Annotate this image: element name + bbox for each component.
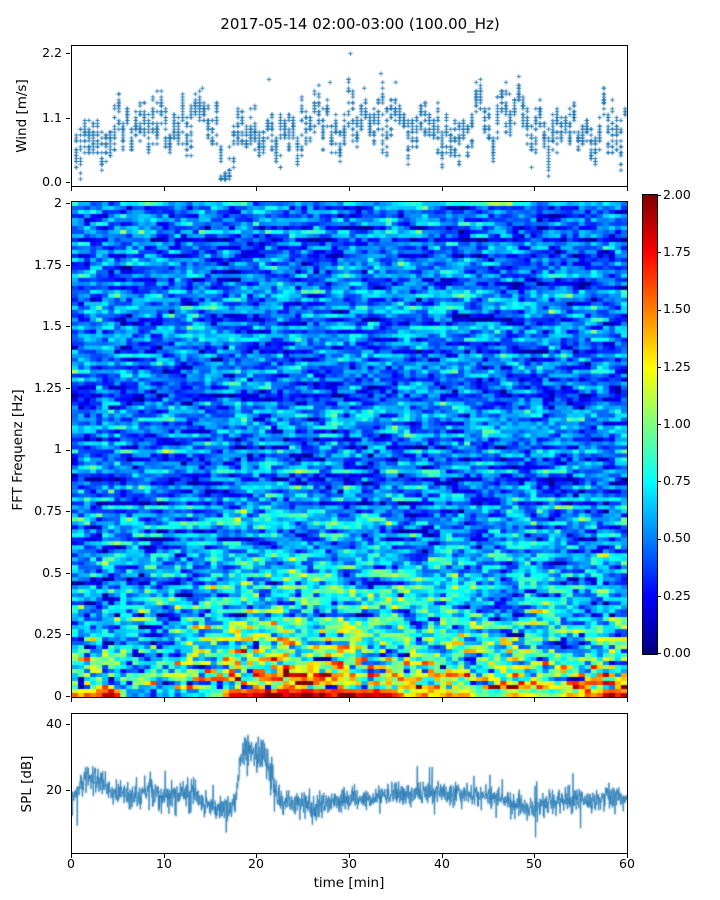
tick-mark <box>627 698 628 702</box>
colorbar-tick-label: 2.00 <box>663 187 691 202</box>
tick-mark <box>349 698 350 702</box>
colorbar-tick-label: 0.75 <box>663 473 691 488</box>
tick-mark <box>164 187 165 191</box>
spectrogram-ytick-label: 1 <box>54 441 62 456</box>
spectrogram-ytick-label: 0.5 <box>42 565 62 580</box>
tick-mark <box>658 252 661 253</box>
tick-mark <box>256 854 257 858</box>
tick-mark <box>534 187 535 191</box>
tick-mark <box>256 187 257 191</box>
spl-line-canvas <box>72 714 627 853</box>
tick-mark <box>658 481 661 482</box>
colorbar-tick-label: 0.00 <box>663 645 691 660</box>
x-tick-label: 40 <box>434 856 450 871</box>
colorbar-tick-label: 1.00 <box>663 416 691 431</box>
colorbar-tick-label: 1.25 <box>663 359 691 374</box>
tick-mark <box>66 265 70 266</box>
tick-mark <box>66 573 70 574</box>
colorbar-tick-label: 0.50 <box>663 530 691 545</box>
tick-mark <box>627 854 628 858</box>
tick-mark <box>349 187 350 191</box>
tick-mark <box>442 854 443 858</box>
spectrogram-ytick-label: 0.75 <box>34 503 62 518</box>
spectrogram-ytick-label: 1.25 <box>34 380 62 395</box>
x-tick-label: 10 <box>156 856 172 871</box>
x-tick-label: 0 <box>67 856 75 871</box>
tick-mark <box>164 698 165 702</box>
tick-mark <box>66 118 70 119</box>
tick-mark <box>658 424 661 425</box>
tick-mark <box>66 388 70 389</box>
wind-ytick-label: 0.0 <box>42 174 62 189</box>
x-axis-label: time [min] <box>313 875 385 891</box>
spectrogram-ytick-label: 1.75 <box>34 257 62 272</box>
wind-ytick-label: 2.2 <box>42 45 62 60</box>
tick-mark <box>66 326 70 327</box>
colorbar-tick-label: 1.75 <box>663 244 691 259</box>
tick-mark <box>658 653 661 654</box>
tick-mark <box>71 698 72 702</box>
plot-title: 2017-05-14 02:00-03:00 (100.00_Hz) <box>220 15 500 33</box>
tick-mark <box>256 698 257 702</box>
tick-mark <box>658 310 661 311</box>
tick-mark <box>658 539 661 540</box>
spectrogram-axes <box>71 201 628 698</box>
x-tick-label: 50 <box>526 856 542 871</box>
spectrogram-canvas <box>72 202 627 697</box>
spectrogram-ytick-label: 2 <box>54 195 62 210</box>
tick-mark <box>534 698 535 702</box>
tick-mark <box>442 187 443 191</box>
tick-mark <box>66 203 70 204</box>
spectrogram-ytick-label: 1.5 <box>42 318 62 333</box>
wind-scatter-canvas <box>72 46 627 186</box>
spl-ytick-label: 20 <box>46 782 62 797</box>
tick-mark <box>66 696 70 697</box>
tick-mark <box>66 724 70 725</box>
tick-mark <box>66 53 70 54</box>
tick-mark <box>66 450 70 451</box>
tick-mark <box>627 187 628 191</box>
x-tick-label: 30 <box>341 856 357 871</box>
wind-ytick-label: 1.1 <box>42 110 62 125</box>
spl-ytick-label: 40 <box>46 716 62 731</box>
tick-mark <box>534 854 535 858</box>
tick-mark <box>66 511 70 512</box>
colorbar-tick-label: 1.50 <box>663 301 691 316</box>
tick-mark <box>658 596 661 597</box>
tick-mark <box>66 182 70 183</box>
tick-mark <box>71 854 72 858</box>
tick-mark <box>442 698 443 702</box>
tick-mark <box>658 367 661 368</box>
tick-mark <box>349 854 350 858</box>
tick-mark <box>71 187 72 191</box>
tick-mark <box>66 790 70 791</box>
x-tick-label: 20 <box>248 856 264 871</box>
spectrogram-ytick-label: 0 <box>54 688 62 703</box>
tick-mark <box>66 634 70 635</box>
colorbar-tick-label: 0.25 <box>663 588 691 603</box>
tick-mark <box>658 195 661 196</box>
tick-mark <box>164 854 165 858</box>
spl-axes <box>71 713 628 854</box>
colorbar <box>642 194 658 655</box>
spectrogram-ytick-label: 0.25 <box>34 626 62 641</box>
x-tick-label: 60 <box>619 856 635 871</box>
wind-axes <box>71 45 628 187</box>
colorbar-gradient <box>643 195 657 654</box>
